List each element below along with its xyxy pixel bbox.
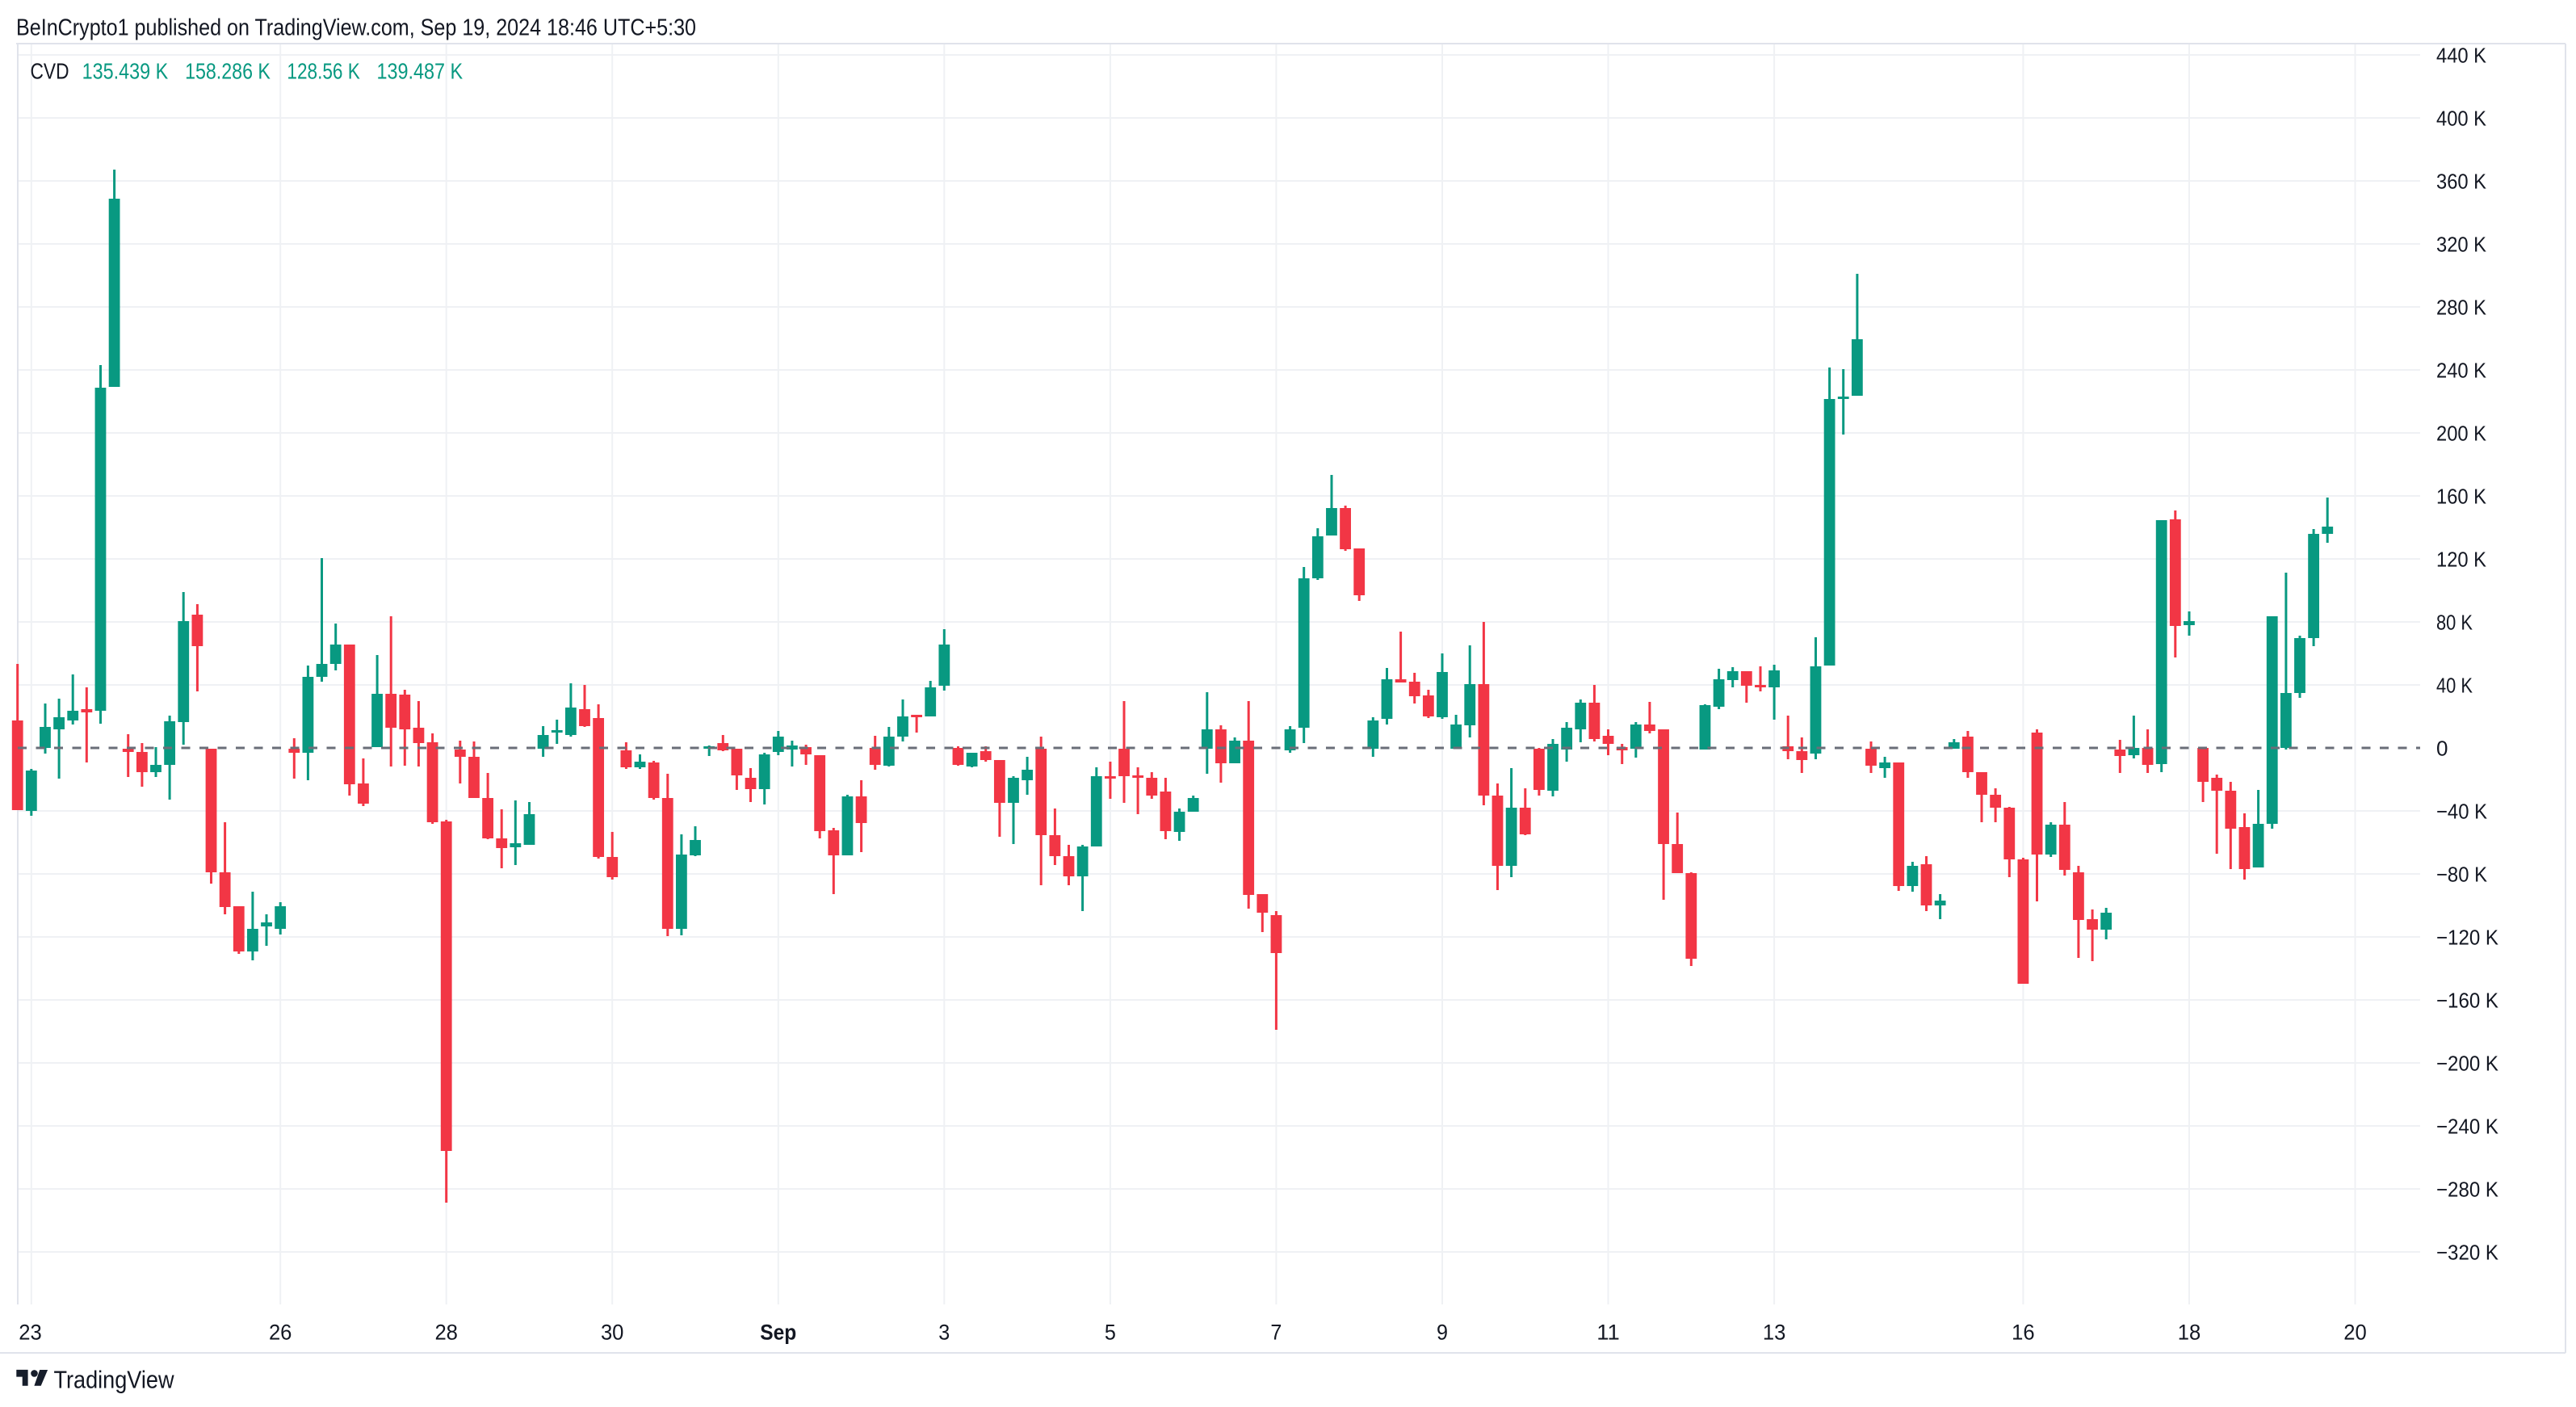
svg-text:−280 K: −280 K — [2436, 1178, 2499, 1202]
svg-text:−240 K: −240 K — [2436, 1115, 2499, 1139]
svg-text:200 K: 200 K — [2436, 422, 2487, 446]
svg-text:−160 K: −160 K — [2436, 989, 2499, 1013]
svg-text:BeInCrypto1 published on Tradi: BeInCrypto1 published on TradingView.com… — [16, 15, 696, 41]
svg-text:320 K: 320 K — [2436, 233, 2487, 257]
svg-text:80 K: 80 K — [2436, 611, 2473, 635]
svg-text:9: 9 — [1437, 1321, 1448, 1345]
svg-text:16: 16 — [2012, 1321, 2035, 1345]
svg-text:Sep: Sep — [760, 1321, 796, 1345]
svg-text:0: 0 — [2436, 737, 2448, 761]
svg-text:26: 26 — [269, 1321, 292, 1345]
svg-text:TradingView: TradingView — [54, 1366, 175, 1394]
svg-text:3: 3 — [938, 1321, 950, 1345]
svg-text:5: 5 — [1105, 1321, 1116, 1345]
svg-text:13: 13 — [1763, 1321, 1786, 1345]
svg-text:280 K: 280 K — [2436, 296, 2487, 320]
svg-text:440 K: 440 K — [2436, 44, 2487, 68]
svg-text:400 K: 400 K — [2436, 107, 2487, 131]
svg-text:18: 18 — [2178, 1321, 2201, 1345]
svg-text:23: 23 — [19, 1321, 42, 1345]
svg-text:7: 7 — [1270, 1321, 1282, 1345]
svg-text:−40 K: −40 K — [2436, 800, 2488, 824]
svg-text:40 K: 40 K — [2436, 674, 2473, 698]
svg-text:30: 30 — [601, 1321, 624, 1345]
svg-text:128.56 K: 128.56 K — [287, 59, 360, 84]
svg-text:135.439 K: 135.439 K — [82, 59, 169, 84]
svg-text:158.286 K: 158.286 K — [185, 59, 271, 84]
svg-text:−320 K: −320 K — [2436, 1241, 2499, 1265]
svg-text:160 K: 160 K — [2436, 485, 2487, 509]
svg-text:120 K: 120 K — [2436, 548, 2487, 572]
svg-text:−120 K: −120 K — [2436, 926, 2499, 950]
svg-text:11: 11 — [1596, 1321, 1620, 1345]
svg-text:240 K: 240 K — [2436, 359, 2487, 383]
svg-text:−200 K: −200 K — [2436, 1052, 2499, 1076]
svg-text:−80 K: −80 K — [2436, 863, 2488, 887]
svg-text:20: 20 — [2343, 1321, 2367, 1345]
svg-text:CVD: CVD — [31, 59, 69, 84]
svg-text:360 K: 360 K — [2436, 170, 2487, 194]
svg-text:139.487 K: 139.487 K — [377, 59, 464, 84]
svg-text:28: 28 — [434, 1321, 458, 1345]
